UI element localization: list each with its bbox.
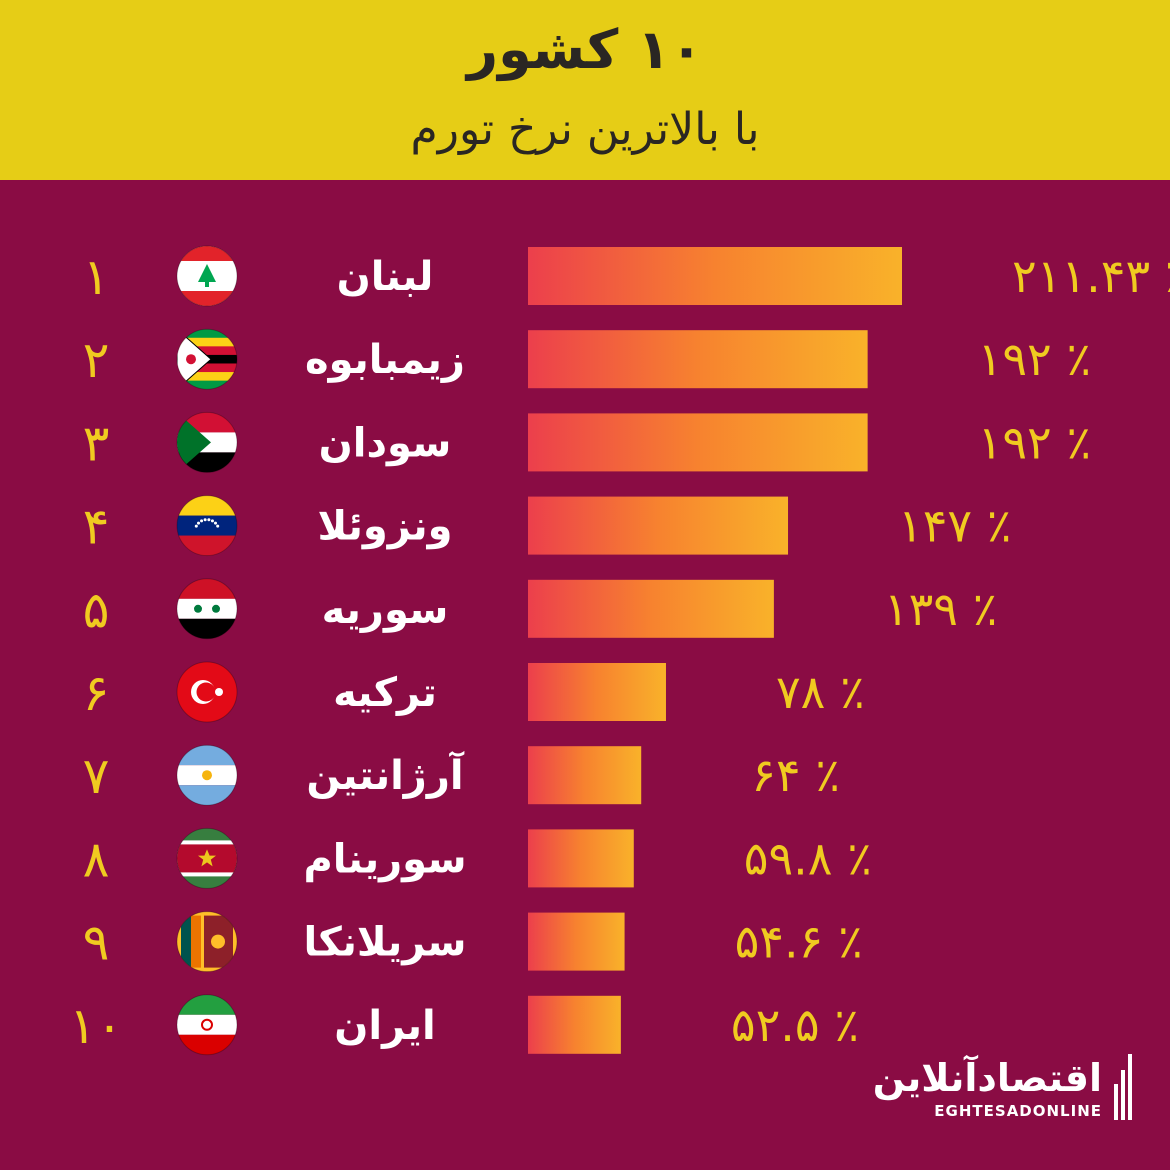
bar bbox=[528, 330, 868, 389]
bar bbox=[528, 912, 625, 971]
rank-label: ۱۰ bbox=[69, 997, 123, 1055]
country-label: لبنان bbox=[337, 254, 434, 300]
sudan-flag-icon bbox=[176, 411, 238, 473]
value-label: ٪ ۱۹۲ bbox=[978, 415, 1091, 469]
logo-name-fa: اقتصادآنلاین bbox=[872, 1056, 1102, 1100]
country-label: ترکیه bbox=[333, 670, 437, 716]
country-label: سریلانکا bbox=[304, 920, 467, 966]
rank-label: ۷ bbox=[83, 747, 110, 805]
iran-flag-icon bbox=[176, 994, 238, 1056]
argentina-flag-icon bbox=[176, 744, 238, 806]
page-subtitle: با بالاترین نرخ تورم bbox=[410, 104, 760, 155]
country-label: ونزوئلا bbox=[317, 504, 452, 550]
bar bbox=[528, 247, 902, 305]
logo-name-en: EGHTESADONLINE bbox=[934, 1102, 1102, 1120]
value-label: ٪ ۷۸ bbox=[776, 665, 865, 719]
country-label: سوریه bbox=[322, 587, 449, 633]
logo-bars-icon bbox=[1110, 1054, 1132, 1120]
bar bbox=[528, 663, 666, 721]
rank-label: ۹ bbox=[83, 914, 110, 972]
lebanon-flag-icon bbox=[176, 245, 238, 307]
bar bbox=[528, 746, 642, 805]
inflation-bar-chart: ٪ ۲۱۱.۴۳ لبنان ۱ ٪ ۱۹۲ زیمبابوه ۲ ٪ ۱۹۲ سودان ۳ ٪… bbox=[69, 245, 1170, 1056]
rank-label: ۳ bbox=[83, 414, 110, 472]
value-label: ٪ ۱۳۹ bbox=[884, 582, 997, 636]
value-label: ٪ ۶۴ bbox=[751, 748, 840, 802]
bar bbox=[528, 995, 621, 1054]
suriname-flag-icon bbox=[176, 827, 238, 889]
country-label: سورینام bbox=[303, 836, 466, 882]
country-label: سودان bbox=[319, 420, 452, 466]
value-label: ٪ ۱۴۷ bbox=[898, 499, 1011, 553]
country-label: ایران bbox=[334, 1003, 435, 1049]
value-label: ٪ ۱۹۲ bbox=[978, 332, 1091, 386]
bar bbox=[528, 413, 868, 472]
syria-flag-icon bbox=[176, 578, 238, 640]
turkey-flag-icon bbox=[176, 661, 238, 723]
value-label: ٪ ۲۱۱.۴۳ bbox=[1012, 249, 1170, 303]
rank-label: ۶ bbox=[83, 664, 110, 722]
header-banner: ۱۰ کشور با بالاترین نرخ تورم bbox=[0, 0, 1170, 180]
page-title: ۱۰ کشور bbox=[466, 18, 704, 81]
rank-label: ۸ bbox=[83, 830, 110, 888]
value-label: ٪ ۵۴.۶ bbox=[735, 915, 863, 969]
rank-label: ۴ bbox=[83, 498, 110, 556]
rank-label: ۲ bbox=[83, 331, 110, 389]
brand-logo: اقتصادآنلاین EGHTESADONLINE bbox=[872, 1050, 1132, 1130]
venezuela-flag-icon bbox=[176, 495, 238, 557]
bar bbox=[528, 496, 789, 555]
bar bbox=[528, 829, 634, 888]
zimbabwe-flag-icon bbox=[176, 328, 238, 390]
country-label: آرژانتین bbox=[306, 750, 464, 799]
rank-label: ۵ bbox=[83, 581, 110, 639]
value-label: ٪ ۵۲.۵ bbox=[731, 998, 859, 1052]
rank-label: ۱ bbox=[83, 248, 110, 306]
sri-lanka-flag-icon bbox=[176, 911, 238, 973]
country-label: زیمبابوه bbox=[305, 337, 465, 383]
bar bbox=[528, 579, 774, 638]
value-label: ٪ ۵۹.۸ bbox=[744, 831, 872, 885]
